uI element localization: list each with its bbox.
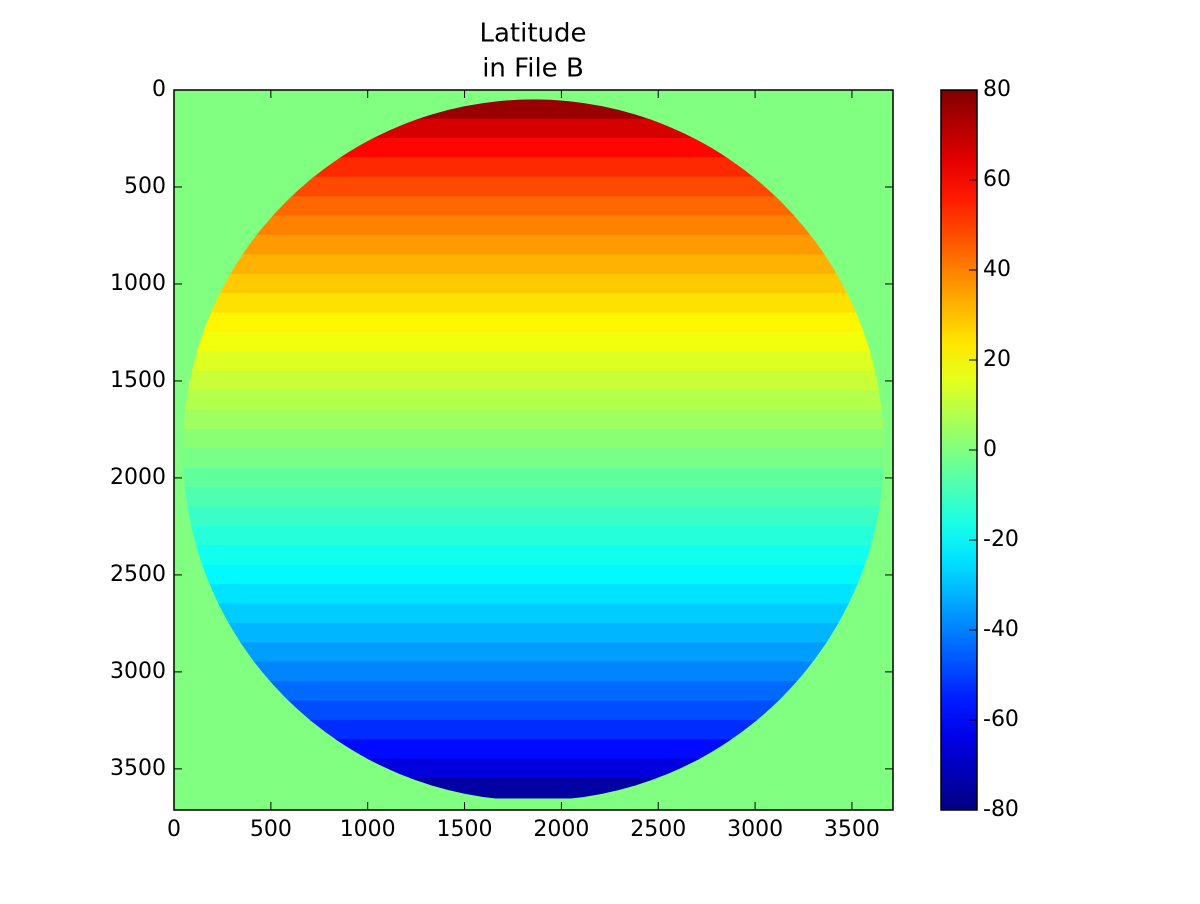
row-band xyxy=(182,506,885,527)
row-band xyxy=(182,254,885,275)
row-band xyxy=(182,390,885,411)
colorbar-tick-label: 40 xyxy=(983,257,1011,282)
x-tick-label: 2000 xyxy=(533,817,589,842)
x-tick-label: 1500 xyxy=(437,817,493,842)
chart-subtitle: in File B xyxy=(482,54,584,84)
row-band xyxy=(182,448,885,469)
colorbar-tick-label: 0 xyxy=(983,437,997,462)
row-band xyxy=(182,487,885,508)
row-band xyxy=(182,719,885,741)
x-tick-label: 500 xyxy=(250,817,292,842)
row-band xyxy=(182,584,885,605)
row-band xyxy=(182,293,885,314)
x-tick-label: 1000 xyxy=(340,817,396,842)
y-tick-label: 500 xyxy=(124,174,166,199)
row-band xyxy=(182,545,885,566)
y-tick-label: 2000 xyxy=(110,465,166,490)
colorbar-tick-label: -20 xyxy=(983,527,1019,552)
row-band xyxy=(182,370,885,392)
colorbar-tick-label: 20 xyxy=(983,347,1011,372)
colorbar-tick-label: -80 xyxy=(983,797,1019,822)
row-band xyxy=(182,331,885,353)
y-tick-label: 2500 xyxy=(110,562,166,587)
row-band xyxy=(182,215,885,236)
colorbar-tick-label: -40 xyxy=(983,617,1019,642)
row-band xyxy=(182,196,885,217)
chart-title: Latitude xyxy=(479,19,586,49)
y-tick-label: 1000 xyxy=(110,271,166,296)
row-band xyxy=(182,700,885,721)
y-tick-label: 3000 xyxy=(110,659,166,684)
plot-frame xyxy=(173,89,894,811)
colorbar-tick-label: -60 xyxy=(983,707,1019,732)
row-band xyxy=(182,525,885,547)
x-tick-label: 3500 xyxy=(824,817,880,842)
x-tick-label: 3000 xyxy=(727,817,783,842)
x-tick-label: 0 xyxy=(167,817,181,842)
row-band xyxy=(182,351,885,372)
y-tick-label: 3500 xyxy=(110,756,166,781)
x-tick-label: 2500 xyxy=(630,817,686,842)
row-band xyxy=(182,467,885,489)
row-band xyxy=(182,234,885,256)
y-tick-label: 0 xyxy=(152,77,166,102)
row-band xyxy=(182,273,885,295)
row-band xyxy=(182,622,885,644)
row-band xyxy=(182,603,885,624)
row-band xyxy=(182,312,885,333)
row-band xyxy=(182,157,885,178)
colorbar-tick-label: 80 xyxy=(983,77,1011,102)
row-band xyxy=(182,428,885,450)
row-band xyxy=(182,642,885,663)
colorbar-tick-label: 60 xyxy=(983,167,1011,192)
row-band xyxy=(182,661,885,683)
y-tick-label: 1500 xyxy=(110,368,166,393)
row-band xyxy=(182,564,885,586)
row-band xyxy=(182,681,885,702)
row-band xyxy=(182,409,885,430)
row-band xyxy=(182,176,885,198)
